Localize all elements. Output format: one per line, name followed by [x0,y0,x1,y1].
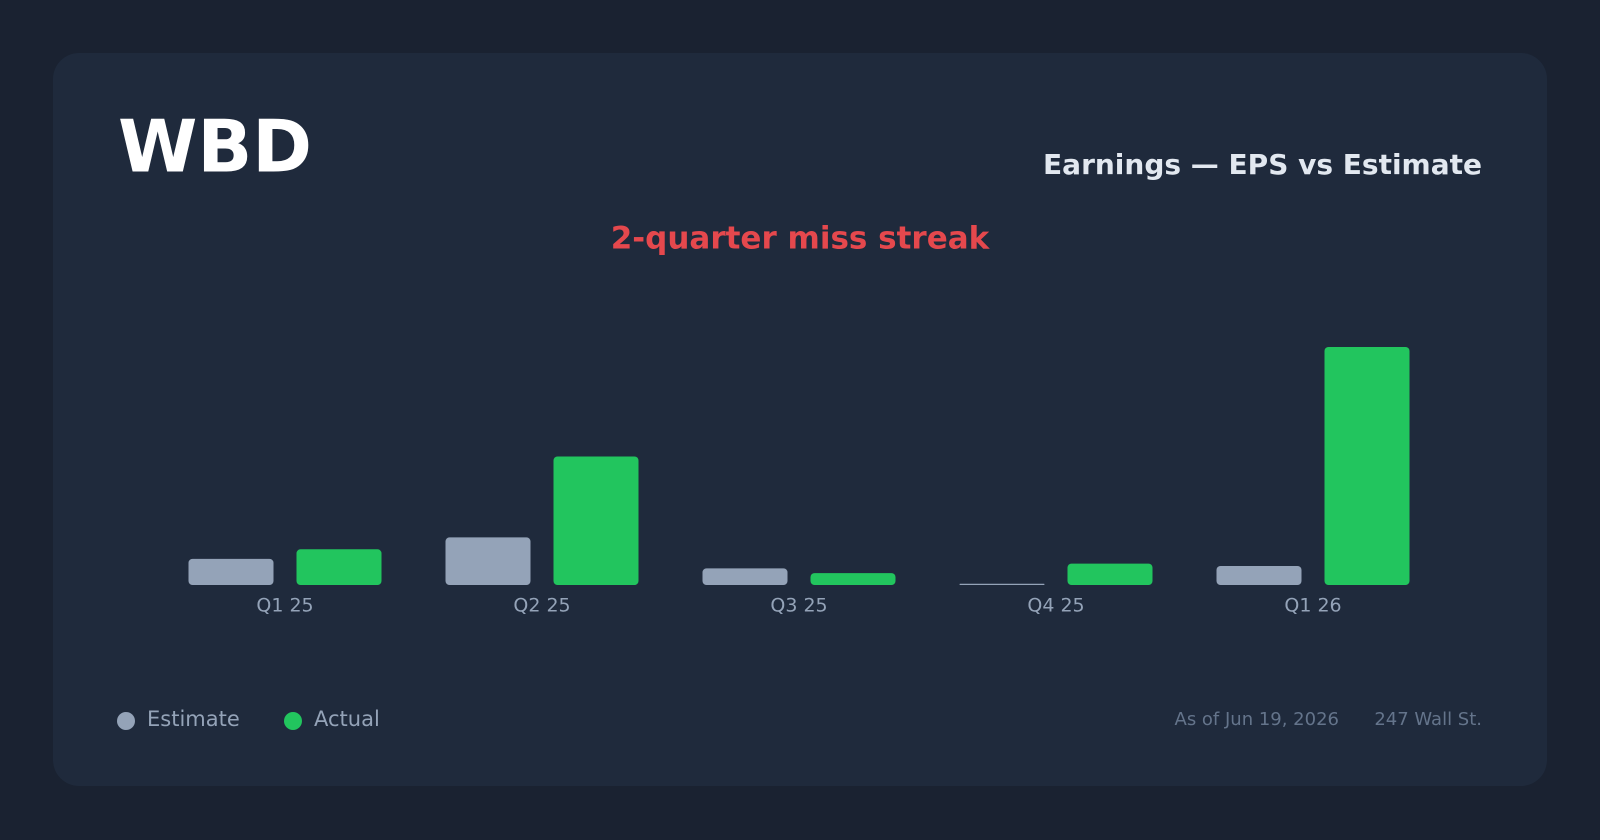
bar [445,537,531,585]
x-tick-label: Q3 25 [770,595,827,617]
ticker: WBD [118,105,312,189]
bar [188,558,274,585]
footer-date: As of Jun 19, 2026 [1175,709,1340,730]
bar [1216,565,1302,585]
bar [959,583,1045,585]
bar [1067,563,1153,585]
card [53,53,1547,786]
legend-swatch [117,712,135,730]
bar [553,456,639,585]
x-tick-label: Q1 26 [1284,595,1341,617]
legend-label: Estimate [147,707,240,731]
x-tick-label: Q1 25 [256,595,313,617]
x-tick-label: Q4 25 [1027,595,1084,617]
bar [296,549,382,585]
bar [810,573,896,585]
legend-label: Actual [314,707,380,731]
chart-title: Earnings — EPS vs Estimate [1043,148,1482,181]
annotation: 2-quarter miss streak [611,221,991,257]
legend-swatch [284,712,302,730]
bar [702,568,788,585]
bar [1324,347,1410,585]
x-tick-label: Q2 25 [513,595,570,617]
footer-source: 247 Wall St. [1374,709,1482,730]
